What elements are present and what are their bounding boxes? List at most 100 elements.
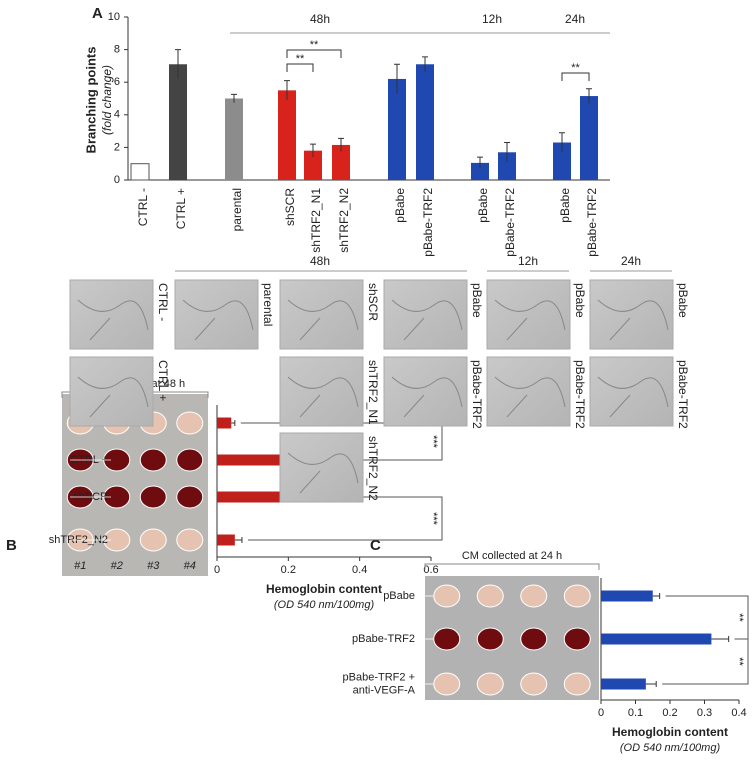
significance-label: ***: [427, 512, 439, 526]
well-label: #4: [184, 560, 196, 572]
error-bar: [231, 420, 236, 426]
significance-bracket: [286, 63, 314, 72]
x-tick-label: 0.3: [697, 707, 712, 719]
bar: [498, 152, 516, 180]
significance-bracket: [662, 638, 749, 685]
y-tick-label: 6: [114, 76, 120, 88]
cell-network: [391, 299, 463, 341]
significance-label: **: [571, 62, 580, 74]
x-tick-label: pBabe-TRF2: [503, 188, 517, 257]
group-label: 48h: [310, 254, 330, 268]
significance-bracket: [561, 72, 590, 81]
error-bar: [559, 132, 565, 153]
error-bar: [586, 88, 592, 104]
x-tick-label: 0: [598, 707, 604, 719]
tissue-sample: [139, 485, 167, 509]
cell-network: [287, 452, 359, 494]
tissue-sample: [433, 672, 461, 696]
error-bar: [422, 56, 428, 72]
well-label: #3: [147, 560, 160, 572]
tissue-sample: [563, 627, 591, 651]
tissue-sample: [476, 584, 504, 608]
tissue-sample: [476, 672, 504, 696]
x-tick-label: shTRF2_N1: [309, 188, 323, 253]
x-axis-label: Hemoglobin content: [612, 725, 728, 739]
bar: [217, 534, 235, 546]
micrograph: [589, 279, 674, 350]
well-label: #1: [74, 560, 86, 572]
cell-network: [597, 376, 669, 418]
x-tick-label: pBabe: [476, 188, 490, 223]
significance-label: **: [733, 657, 745, 666]
y-tick-label: 8: [114, 44, 120, 56]
x-axis-sublabel: (OD 540 nm/100mg): [274, 599, 375, 611]
cell-network: [597, 299, 669, 341]
significance-bracket: [286, 49, 342, 58]
category-label: pBabe-TRF2 + anti-VEGF-A: [343, 671, 416, 696]
bar: [580, 96, 598, 180]
error-bar: [175, 49, 181, 79]
tissue-sample: [139, 528, 167, 552]
micrograph-label: shSCR: [366, 283, 380, 321]
x-tick-label: shTRF2_N2: [337, 188, 351, 253]
bar: [332, 144, 350, 180]
tissue-sample: [433, 584, 461, 608]
x-tick-label: 0.6: [423, 564, 438, 576]
tissue-sample: [433, 627, 461, 651]
x-tick-label: CTRL +: [174, 188, 188, 229]
error-bar: [711, 636, 730, 642]
tissue-sample: [176, 528, 204, 552]
tissue-sample: [176, 411, 204, 435]
tissue-sample: [139, 448, 167, 472]
error-bar: [645, 681, 657, 687]
micrograph: [69, 356, 154, 427]
cell-network: [494, 376, 566, 418]
bar: [601, 590, 653, 602]
bar: [169, 64, 187, 180]
x-tick-label: 0.1: [628, 707, 643, 719]
well-label: #2: [111, 560, 123, 572]
panel-letter: C: [370, 537, 381, 554]
error-bar: [338, 137, 344, 152]
micrograph-label: CTRL +: [156, 360, 170, 401]
group-label: 24h: [565, 12, 585, 26]
micrograph: [383, 279, 468, 350]
tissue-sample: [563, 672, 591, 696]
y-axis-label: Branching points: [83, 47, 98, 154]
error-bar: [504, 142, 510, 163]
x-tick-label: pBabe: [558, 188, 572, 223]
cell-network: [182, 299, 254, 341]
micrograph: [174, 279, 259, 350]
category-label: pBabe: [383, 590, 415, 602]
y-tick-label: 0: [114, 174, 120, 186]
y-tick-label: 2: [114, 141, 120, 153]
micrograph-label: pBabe: [676, 283, 690, 318]
micrograph: [279, 356, 364, 427]
x-tick-label: 0.2: [662, 707, 677, 719]
tissue-sample: [520, 584, 548, 608]
bar: [416, 64, 434, 180]
micrograph-label: pBabe-TRF2: [676, 360, 690, 429]
y-tick-label: 10: [108, 11, 120, 23]
group-label: 12h: [482, 12, 502, 26]
cell-network: [77, 376, 149, 418]
panel-letter: B: [6, 537, 17, 554]
bar: [601, 633, 712, 645]
micrograph-label: shTRF2_N1: [366, 360, 380, 425]
micrograph: [589, 356, 674, 427]
group-label: 12h: [518, 254, 538, 268]
error-bar: [477, 156, 483, 169]
x-tick-label: pBabe-TRF2: [585, 188, 599, 257]
bar: [217, 417, 232, 429]
photo-bracket: [424, 563, 600, 570]
cell-network: [391, 376, 463, 418]
bar: [601, 678, 646, 690]
tissue-sample: [563, 584, 591, 608]
tissue-sample: [476, 627, 504, 651]
error-bar: [284, 80, 290, 101]
micrograph: [279, 279, 364, 350]
tissue-sample: [176, 485, 204, 509]
cell-network: [287, 376, 359, 418]
bar: [471, 162, 489, 180]
micrograph-label: shTRF2_N2: [366, 436, 380, 501]
